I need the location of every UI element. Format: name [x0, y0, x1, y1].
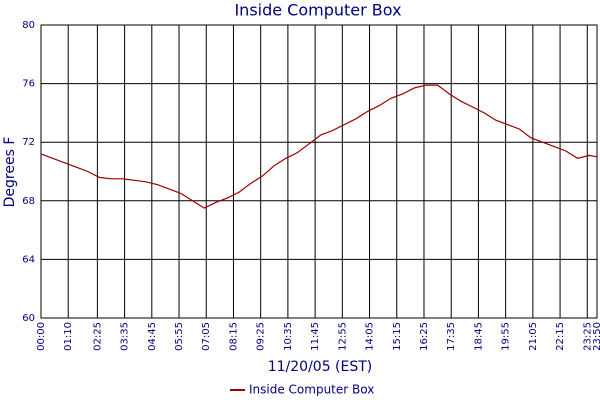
- x-tick-label: 17:35: [446, 322, 457, 351]
- x-tick-label: 22:15: [555, 322, 566, 351]
- y-tick-label: 72: [22, 137, 35, 148]
- x-tick-label: 05:55: [174, 322, 185, 351]
- x-tick-label: 00:00: [36, 322, 47, 351]
- x-tick-label: 23:25: [582, 322, 593, 351]
- x-tick-label: 04:45: [147, 322, 158, 351]
- data-line: [40, 84, 598, 209]
- x-tick-label: 14:05: [365, 322, 376, 351]
- y-tick-label: 64: [22, 254, 35, 265]
- y-tick-label: 76: [22, 79, 35, 90]
- x-tick-label: 15:15: [392, 322, 403, 351]
- y-tick-label: 68: [22, 196, 35, 207]
- x-tick-label: 09:25: [256, 322, 267, 351]
- x-tick-label: 16:25: [419, 322, 430, 351]
- y-axis-label: Degrees F: [2, 137, 18, 208]
- x-tick-label: 21:05: [528, 322, 539, 351]
- legend-label: Inside Computer Box: [249, 383, 374, 397]
- x-tick-label: 19:55: [501, 322, 512, 351]
- x-axis-label: 11/20/05 (EST): [268, 359, 373, 375]
- y-tick-label: 60: [22, 313, 35, 324]
- x-tick-label: 11:45: [310, 322, 321, 351]
- x-tick-label: 23:50: [592, 322, 600, 351]
- x-tick-label: 12:55: [337, 322, 348, 351]
- y-tick-label: 80: [22, 20, 35, 31]
- x-tick-label: 07:05: [201, 322, 212, 351]
- x-tick-label: 10:35: [283, 322, 294, 351]
- x-tick-label: 01:10: [63, 322, 74, 351]
- x-tick-label: 18:45: [473, 322, 484, 351]
- x-tick-label: 02:25: [92, 322, 103, 351]
- x-tick-label: 08:15: [228, 322, 239, 351]
- x-tick-label: 03:35: [120, 322, 131, 351]
- chart-title: Inside Computer Box: [234, 1, 401, 20]
